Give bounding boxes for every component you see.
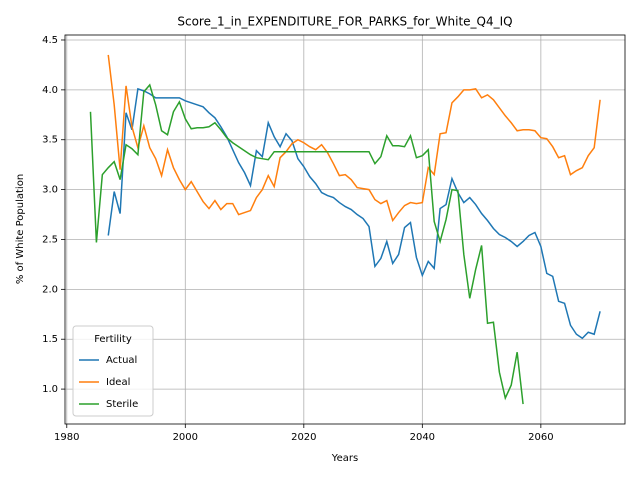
legend-title: Fertility (94, 334, 132, 345)
x-tick-label: 1980 (54, 432, 79, 443)
y-tick-label: 4.0 (42, 85, 58, 96)
y-tick-label: 2.5 (42, 234, 58, 245)
y-tick-label: 4.5 (42, 35, 58, 46)
line (107, 87, 601, 340)
legend-label: Ideal (106, 377, 130, 388)
legend-box (72, 325, 154, 417)
plot-frame (64, 34, 626, 425)
x-axis-label: Years (331, 453, 358, 464)
legend-label: Actual (106, 355, 137, 366)
line (89, 83, 524, 405)
x-tick-label: 2020 (291, 432, 316, 443)
x-tick-label: 2040 (410, 432, 435, 443)
y-tick-label: 3.5 (42, 135, 58, 146)
legend-label: Sterile (106, 399, 138, 410)
x-tick-label: 2060 (528, 432, 553, 443)
y-tick-label: 2.0 (42, 284, 58, 295)
x-tick-label: 2000 (173, 432, 198, 443)
y-tick-label: 1.0 (42, 384, 58, 395)
chart-title: Score_1_in_EXPENDITURE_FOR_PARKS_for_Whi… (177, 15, 512, 29)
line (107, 54, 601, 223)
y-tick-label: 3.0 (42, 185, 58, 196)
y-tick-label: 1.5 (42, 334, 58, 345)
y-axis-label: % of White Population (15, 174, 26, 284)
